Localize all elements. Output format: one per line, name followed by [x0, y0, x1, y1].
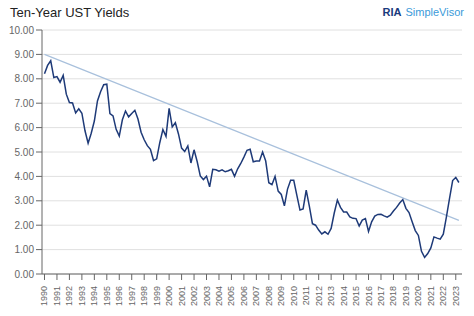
svg-text:2016: 2016 [364, 286, 374, 306]
svg-text:2019: 2019 [401, 286, 411, 306]
svg-text:2001: 2001 [177, 286, 187, 306]
svg-text:3.00: 3.00 [15, 195, 35, 206]
svg-text:2013: 2013 [326, 286, 336, 306]
svg-text:1991: 1991 [52, 286, 62, 306]
svg-text:2.00: 2.00 [15, 220, 35, 231]
svg-text:2018: 2018 [388, 286, 398, 306]
svg-text:2004: 2004 [214, 286, 224, 306]
svg-text:1992: 1992 [64, 286, 74, 306]
svg-text:1994: 1994 [89, 286, 99, 306]
svg-text:2014: 2014 [339, 286, 349, 306]
svg-text:1990: 1990 [39, 286, 49, 306]
svg-text:4.00: 4.00 [15, 171, 35, 182]
svg-text:2010: 2010 [289, 286, 299, 306]
svg-text:2017: 2017 [376, 286, 386, 306]
svg-text:5.00: 5.00 [15, 147, 35, 158]
svg-text:2022: 2022 [438, 286, 448, 306]
svg-text:1993: 1993 [77, 286, 87, 306]
html-text:RIA SimpleVisor: RIA SimpleVisor [382, 6, 464, 18]
svg-text:7.00: 7.00 [15, 98, 35, 109]
svg-text:1995: 1995 [102, 286, 112, 306]
svg-text:2021: 2021 [426, 286, 436, 306]
svg-text:1998: 1998 [139, 286, 149, 306]
svg-text:1996: 1996 [114, 286, 124, 306]
svg-text:2011: 2011 [301, 286, 311, 305]
svg-text:1999: 1999 [152, 286, 162, 306]
svg-text:8.00: 8.00 [15, 73, 35, 84]
svg-text:2009: 2009 [276, 286, 286, 306]
svg-text:6.00: 6.00 [15, 122, 35, 133]
svg-text:2023: 2023 [451, 286, 461, 306]
svg-text:2005: 2005 [226, 286, 236, 306]
svg-text:1997: 1997 [127, 286, 137, 306]
svg-text:2007: 2007 [251, 286, 261, 306]
svg-text:0.00: 0.00 [15, 269, 35, 280]
svg-text:2008: 2008 [264, 286, 274, 306]
svg-text:2003: 2003 [202, 286, 212, 306]
svg-text:2000: 2000 [164, 286, 174, 306]
html-text:Ten-Year UST Yields: Ten-Year UST Yields [10, 4, 130, 20]
svg-text:2002: 2002 [189, 286, 199, 306]
svg-text:10.00: 10.00 [9, 25, 34, 36]
svg-text:2020: 2020 [413, 286, 423, 306]
svg-text:2012: 2012 [314, 286, 324, 306]
svg-text:2015: 2015 [351, 286, 361, 306]
svg-text:9.00: 9.00 [15, 49, 35, 60]
svg-text:1.00: 1.00 [15, 244, 35, 255]
svg-text:2006: 2006 [239, 286, 249, 306]
